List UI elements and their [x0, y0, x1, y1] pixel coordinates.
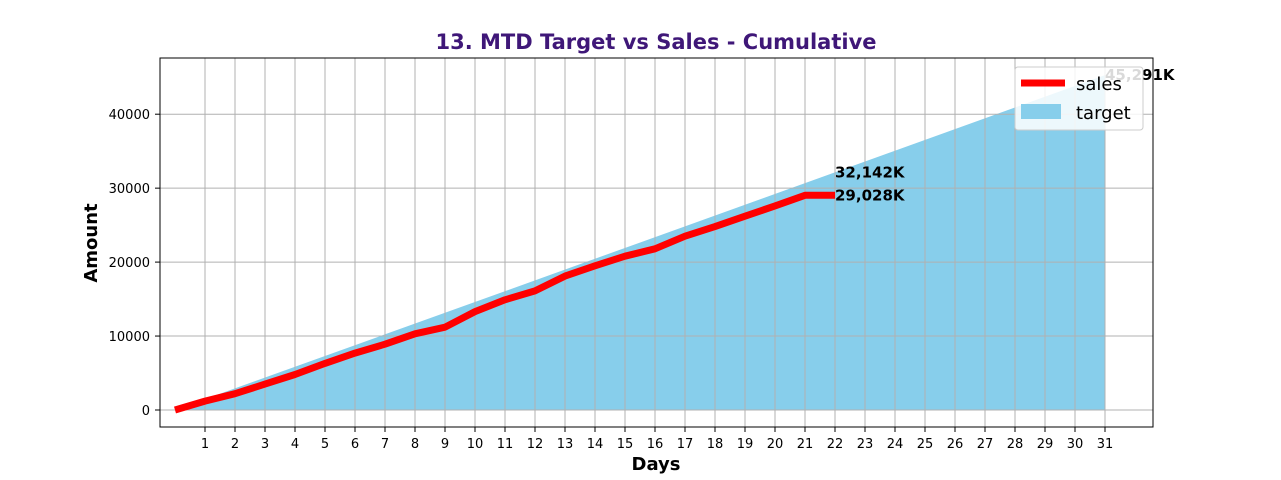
x-tick-label: 22 [827, 437, 844, 452]
x-tick-label: 30 [1067, 437, 1084, 452]
x-tick-label: 21 [797, 437, 814, 452]
data-label: 32,142K [835, 163, 906, 181]
x-tick-label: 5 [321, 437, 329, 452]
y-axis-title: Amount [81, 203, 102, 283]
plot-area: 1 2 3 4 5 6 7 8 9 10 11 12 13 14 15 16 17 18 19 20 21 22 23 24 2… [109, 57, 1176, 452]
x-tick-label: 6 [351, 437, 359, 452]
legend-target-swatch [1021, 104, 1061, 119]
y-tick-label: 0 [142, 404, 150, 419]
x-tick-label: 20 [767, 437, 784, 452]
x-axis-title: Days [632, 454, 681, 475]
x-tick-label: 31 [1097, 437, 1114, 452]
x-tick-label: 3 [261, 437, 269, 452]
x-tick-label: 27 [977, 437, 994, 452]
x-tick-label: 4 [291, 437, 299, 452]
x-tick-label: 12 [527, 437, 544, 452]
target-area [175, 75, 1105, 410]
chart-title: 13. MTD Target vs Sales - Cumulative [435, 30, 876, 54]
y-tick-label: 10000 [109, 330, 150, 345]
x-tick-label: 16 [647, 437, 664, 452]
legend-sales-label: sales [1076, 74, 1122, 95]
x-tick-label: 8 [411, 437, 419, 452]
y-tick-label: 40000 [109, 108, 150, 123]
x-tick-label: 9 [441, 437, 449, 452]
x-tick-label: 18 [707, 437, 724, 452]
x-tick-label: 11 [497, 437, 514, 452]
x-tick-label: 13 [557, 437, 574, 452]
x-tick-label: 2 [231, 437, 239, 452]
x-tick-label: 7 [381, 437, 389, 452]
x-tick-label: 10 [467, 437, 484, 452]
x-tick-label: 1 [201, 437, 209, 452]
x-tick-label: 14 [587, 437, 604, 452]
y-tick-label: 30000 [109, 182, 150, 197]
data-label: 29,028K [835, 186, 906, 204]
x-tick-label: 15 [617, 437, 634, 452]
axes-frame [159, 57, 1154, 428]
x-tick-label: 25 [917, 437, 934, 452]
x-tick-label: 23 [857, 437, 874, 452]
x-tick-label: 29 [1037, 437, 1054, 452]
legend-target-label: target [1076, 103, 1131, 124]
legend: sales target [1014, 66, 1144, 131]
x-tick-label: 17 [677, 437, 694, 452]
x-tick-label: 24 [887, 437, 904, 452]
x-tick-label: 26 [947, 437, 964, 452]
y-tick-label: 20000 [109, 256, 150, 271]
x-tick-label: 19 [737, 437, 754, 452]
x-tick-label: 28 [1007, 437, 1024, 452]
